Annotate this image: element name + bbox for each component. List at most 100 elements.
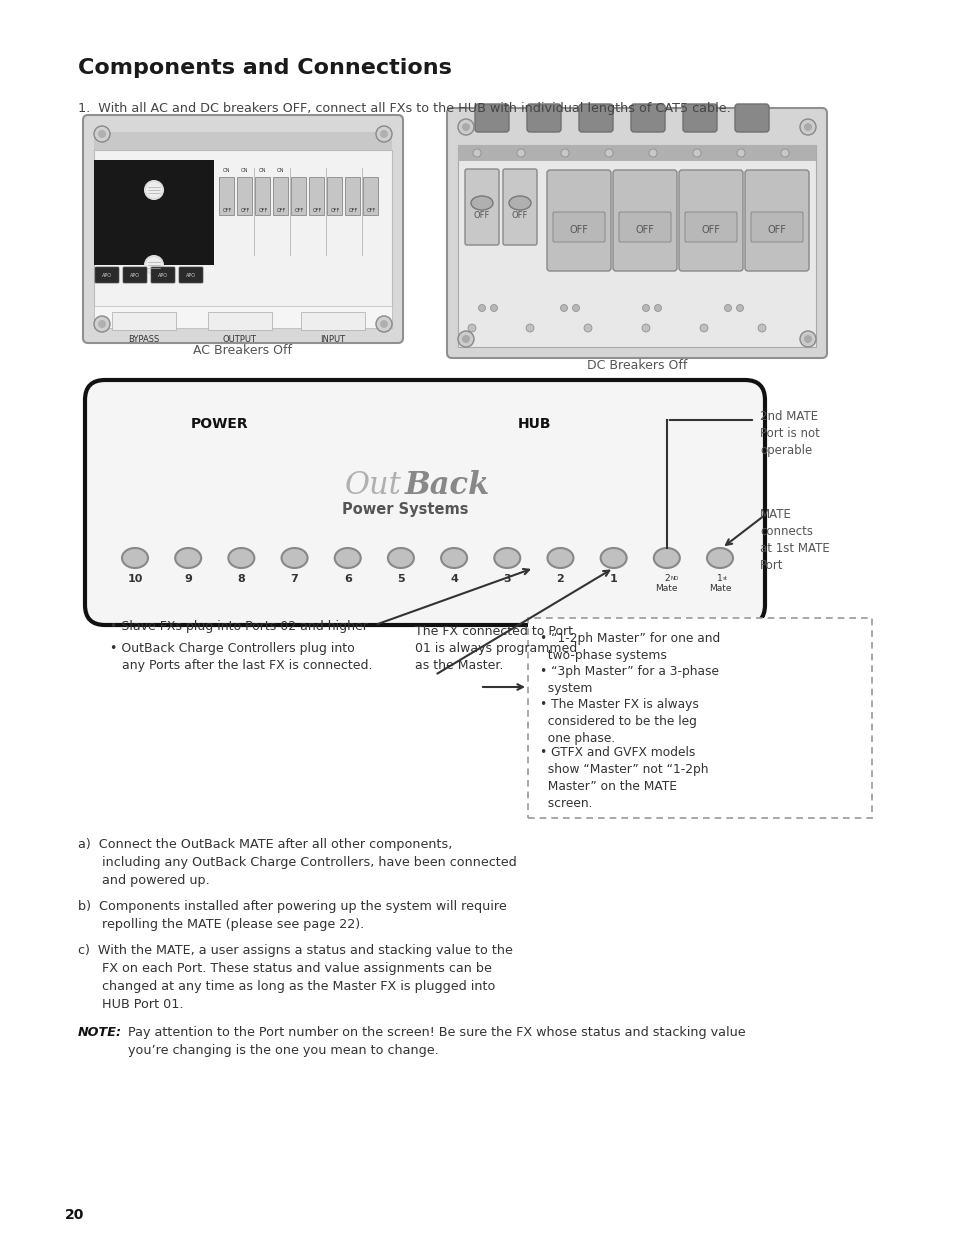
- Circle shape: [654, 305, 660, 311]
- Circle shape: [98, 130, 106, 138]
- Bar: [345, 177, 359, 215]
- Text: APO: APO: [158, 273, 168, 278]
- Text: 3: 3: [503, 574, 511, 584]
- Bar: [363, 177, 377, 215]
- Text: DC Breakers Off: DC Breakers Off: [586, 359, 686, 372]
- Circle shape: [457, 331, 474, 347]
- Ellipse shape: [494, 548, 519, 568]
- Bar: [273, 177, 288, 215]
- FancyBboxPatch shape: [734, 104, 768, 132]
- Ellipse shape: [509, 196, 531, 210]
- Text: OFF: OFF: [474, 211, 490, 220]
- Bar: [219, 177, 233, 215]
- Circle shape: [723, 305, 731, 311]
- FancyBboxPatch shape: [578, 104, 613, 132]
- Text: APO: APO: [186, 273, 195, 278]
- Circle shape: [781, 149, 788, 157]
- Circle shape: [641, 324, 649, 332]
- FancyBboxPatch shape: [682, 104, 717, 132]
- Text: • The Master FX is always
  considered to be the leg
  one phase.: • The Master FX is always considered to …: [539, 698, 699, 745]
- Circle shape: [145, 182, 163, 199]
- Circle shape: [803, 335, 811, 343]
- Bar: [208, 312, 272, 330]
- Text: • “3ph Master” for a 3-phase
  system: • “3ph Master” for a 3-phase system: [539, 664, 719, 695]
- Text: • OutBack Charge Controllers plug into
   any Ports after the last FX is connect: • OutBack Charge Controllers plug into a…: [110, 642, 372, 672]
- FancyBboxPatch shape: [613, 170, 677, 270]
- Bar: [301, 312, 365, 330]
- Text: HUB: HUB: [517, 417, 551, 431]
- Text: • “1-2ph Master” for one and
  two-phase systems: • “1-2ph Master” for one and two-phase s…: [539, 632, 720, 662]
- Text: OFF: OFF: [276, 207, 285, 212]
- Text: Back: Back: [405, 469, 490, 500]
- FancyBboxPatch shape: [744, 170, 808, 270]
- Text: ON: ON: [223, 168, 231, 173]
- Text: MATE
connects
at 1st MATE
Port: MATE connects at 1st MATE Port: [760, 508, 829, 572]
- Circle shape: [94, 126, 110, 142]
- Text: ON: ON: [277, 168, 284, 173]
- Text: 7: 7: [291, 574, 298, 584]
- Circle shape: [490, 305, 497, 311]
- Bar: [527, 618, 871, 818]
- Text: 2: 2: [663, 574, 669, 583]
- Circle shape: [145, 256, 163, 274]
- Text: ON: ON: [259, 168, 267, 173]
- Text: Out: Out: [345, 469, 401, 500]
- Text: OFF: OFF: [635, 225, 654, 235]
- Text: The FX connected to Port
01 is always programmed
as the Master.: The FX connected to Port 01 is always pr…: [415, 625, 577, 672]
- Ellipse shape: [653, 548, 679, 568]
- Text: OFF: OFF: [312, 207, 321, 212]
- Text: OUTPUT: OUTPUT: [223, 335, 256, 343]
- Ellipse shape: [122, 548, 148, 568]
- Ellipse shape: [471, 196, 493, 210]
- FancyBboxPatch shape: [179, 267, 203, 283]
- Text: OFF: OFF: [240, 207, 250, 212]
- FancyBboxPatch shape: [630, 104, 664, 132]
- FancyBboxPatch shape: [526, 104, 560, 132]
- Circle shape: [692, 149, 700, 157]
- FancyBboxPatch shape: [750, 212, 802, 242]
- Text: b)  Components installed after powering up the system will require
      repolli: b) Components installed after powering u…: [78, 900, 506, 931]
- Text: OFF: OFF: [366, 207, 375, 212]
- Bar: [94, 149, 392, 329]
- Circle shape: [525, 324, 534, 332]
- Circle shape: [758, 324, 765, 332]
- Text: NOTE:: NOTE:: [78, 1026, 122, 1039]
- Ellipse shape: [706, 548, 732, 568]
- Text: OFF: OFF: [222, 207, 232, 212]
- Text: OFF: OFF: [348, 207, 357, 212]
- FancyBboxPatch shape: [553, 212, 604, 242]
- Circle shape: [94, 316, 110, 332]
- Text: st: st: [722, 576, 727, 580]
- FancyBboxPatch shape: [151, 267, 174, 283]
- Circle shape: [560, 305, 567, 311]
- Text: APO: APO: [102, 273, 112, 278]
- Text: 10: 10: [127, 574, 143, 584]
- Text: Mate: Mate: [655, 584, 678, 593]
- Text: ND: ND: [670, 576, 679, 580]
- FancyBboxPatch shape: [475, 104, 509, 132]
- Circle shape: [473, 149, 480, 157]
- Text: OFF: OFF: [511, 211, 528, 220]
- FancyBboxPatch shape: [83, 115, 402, 343]
- Circle shape: [457, 119, 474, 135]
- Circle shape: [800, 331, 815, 347]
- Text: 5: 5: [396, 574, 404, 584]
- Ellipse shape: [388, 548, 414, 568]
- Text: 6: 6: [343, 574, 352, 584]
- Circle shape: [700, 324, 707, 332]
- Circle shape: [375, 316, 392, 332]
- Ellipse shape: [547, 548, 573, 568]
- FancyBboxPatch shape: [85, 380, 764, 625]
- Bar: [112, 312, 175, 330]
- Text: 1: 1: [609, 574, 617, 584]
- Bar: [236, 177, 252, 215]
- Circle shape: [379, 130, 388, 138]
- Text: OFF: OFF: [294, 207, 303, 212]
- Text: Mate: Mate: [708, 584, 731, 593]
- Circle shape: [648, 149, 657, 157]
- FancyBboxPatch shape: [618, 212, 670, 242]
- Text: INPUT: INPUT: [320, 335, 345, 343]
- Circle shape: [98, 320, 106, 329]
- Text: POWER: POWER: [191, 417, 249, 431]
- Text: 9: 9: [184, 574, 192, 584]
